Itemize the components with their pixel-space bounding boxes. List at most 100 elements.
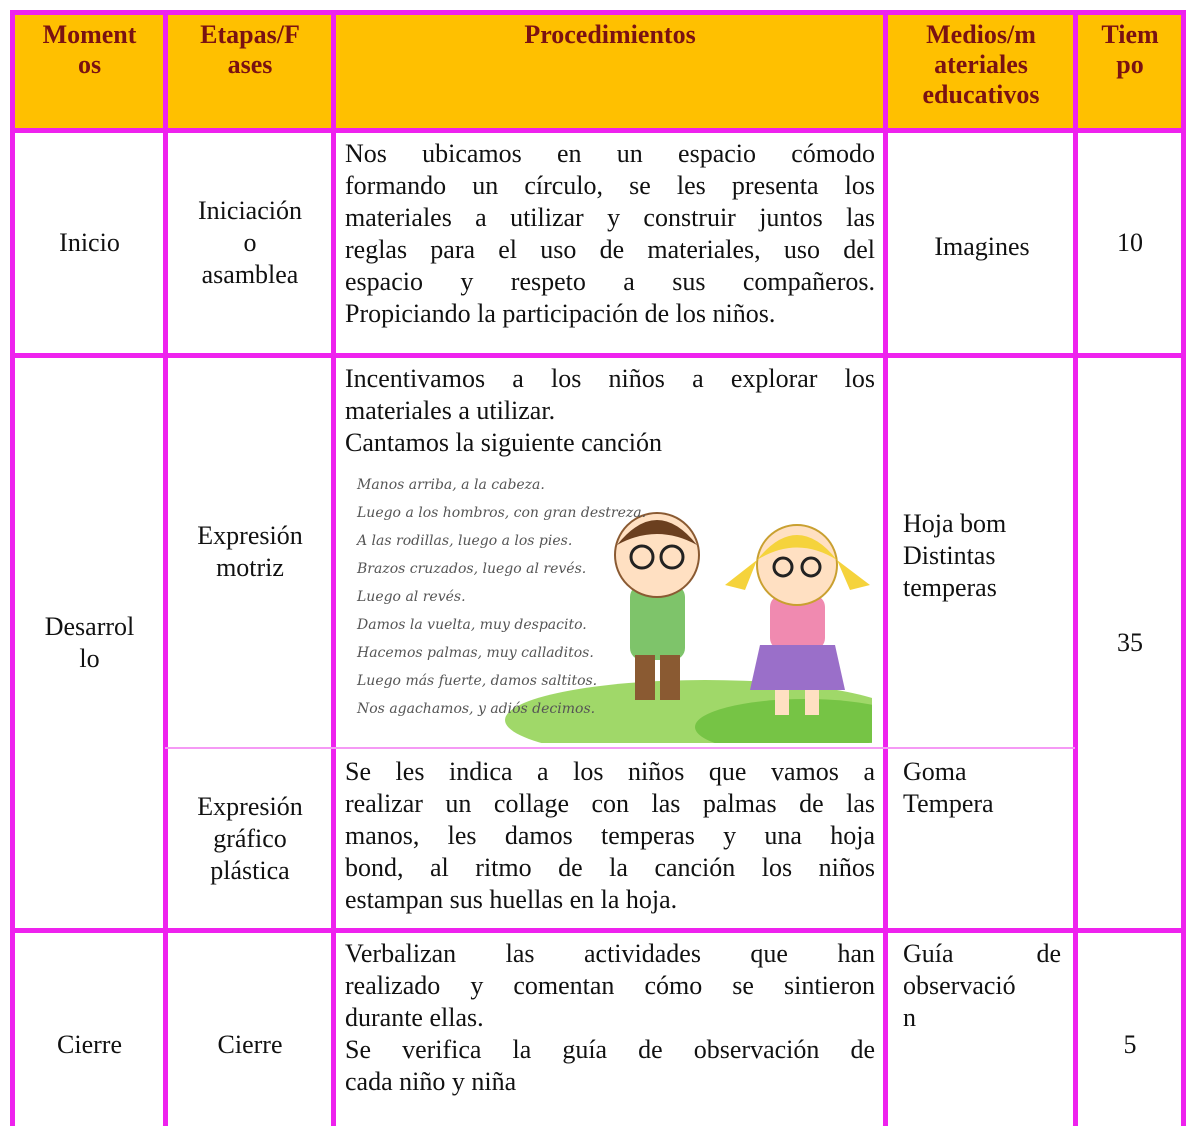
- song-line: A las rodillas, luego a los pies.: [357, 533, 573, 549]
- stage-text: Cierre: [217, 1030, 283, 1059]
- stage-cell: Expresión gráfico plástica: [171, 748, 329, 930]
- stage-cell: Iniciación o asamblea: [171, 130, 329, 355]
- procedure-text: Se les indica a los niños que vamos a: [345, 757, 875, 786]
- header-cell: Moment os: [18, 12, 161, 130]
- time-text: 10: [1117, 227, 1143, 257]
- materials-text: Hoja bom: [903, 508, 1007, 538]
- materials-text: temperas: [903, 572, 997, 602]
- header-text: po: [1116, 50, 1144, 79]
- header-background: [12, 12, 1183, 130]
- procedure-text: realizado y comentan cómo se sintieron: [345, 971, 875, 1000]
- procedure-cell: Incentivamos a los niños a explorar los m…: [339, 355, 881, 748]
- column-border: [883, 10, 888, 1126]
- materials-text: Imagines: [934, 231, 1030, 261]
- illustration-drawing: [505, 512, 881, 748]
- materials-text: Distintas: [903, 540, 996, 570]
- moment-text: Cierre: [57, 1030, 122, 1059]
- stage-text: Expresión: [197, 792, 303, 821]
- procedure-text: Se verifica la guía de observación de: [345, 1035, 875, 1064]
- stage-text: asamblea: [201, 259, 299, 289]
- stage-text: Iniciación: [198, 195, 302, 225]
- procedure-text: Incentivamos a los niños a explorar los: [345, 364, 875, 393]
- song-line: Manos arriba, a la cabeza.: [357, 477, 545, 493]
- procedure-text: estampan sus huellas en la hoja.: [345, 885, 678, 914]
- header-text: os: [77, 50, 102, 79]
- song-line: Luego a los hombros, con gran destreza.: [357, 505, 647, 521]
- song-line: Brazos cruzados, luego al revés.: [357, 561, 587, 577]
- header-cell: Etapas/F ases: [171, 12, 329, 130]
- procedure-text: realizar un collage con las palmas de la…: [345, 789, 875, 818]
- row-border: [10, 928, 1186, 933]
- header-cell: Tiem po: [1081, 12, 1179, 130]
- header-text: ateriales: [934, 50, 1028, 79]
- stage-text: gráfico: [213, 824, 287, 853]
- song-line: Luego más fuerte, damos saltitos.: [357, 673, 598, 689]
- procedure-cell: Verbalizan las actividades que han realiz…: [339, 930, 881, 1126]
- time-text: 5: [1123, 1030, 1137, 1059]
- procedure-text: reglas para el uso de materiales, uso de…: [345, 235, 875, 264]
- procedure-text: formando un círculo, se les presenta los: [345, 171, 875, 200]
- time-cell: 35: [1081, 355, 1179, 930]
- materials-cell: Hoja bom Distintas temperas: [891, 355, 1071, 748]
- moment-text: Desarrol: [44, 611, 135, 641]
- time-cell: 5: [1081, 930, 1179, 1126]
- moment-text: lo: [79, 643, 100, 673]
- header-text: Etapas/F: [200, 20, 300, 49]
- column-border: [10, 10, 15, 1126]
- moment-cell: Cierre: [18, 930, 161, 1126]
- materials-cell: Guía de observació n: [891, 930, 1071, 1126]
- song-line: Luego al revés.: [357, 589, 466, 605]
- header-text: educativos: [922, 80, 1040, 109]
- header-cell: Procedimientos: [339, 12, 881, 130]
- materials-text: observació: [903, 971, 1016, 1000]
- materials-text: Tempera: [903, 789, 994, 818]
- stage-cell: Expresión motriz: [171, 355, 329, 748]
- procedure-text: materiales a utilizar.: [345, 396, 556, 425]
- sub-row-border: [165, 747, 1075, 749]
- song-line: Nos agachamos, y adiós decimos.: [357, 701, 596, 717]
- header-text: Medios/m: [926, 20, 1036, 49]
- materials-cell: Goma Tempera: [891, 748, 1071, 930]
- song-line: Hacemos palmas, muy calladitos.: [357, 645, 594, 661]
- procedure-text: durante ellas.: [345, 1003, 484, 1032]
- stage-text: o: [243, 227, 257, 257]
- procedure-text: cada niño y niña: [345, 1067, 517, 1096]
- time-text: 35: [1117, 627, 1143, 657]
- header-cell: Medios/m ateriales educativos: [891, 12, 1071, 130]
- stage-text: plástica: [210, 856, 290, 885]
- procedure-cell: Se les indica a los niños que vamos a rea…: [339, 748, 881, 930]
- moment-cell: Desarrol lo: [18, 355, 161, 930]
- materials-text: Guía de: [903, 939, 1061, 968]
- time-cell: 10: [1081, 130, 1179, 355]
- procedure-text: materiales a utilizar y construir juntos…: [345, 203, 875, 232]
- procedure-cell: Nos ubicamos en un espacio cómodo formand…: [339, 130, 881, 355]
- procedure-text: espacio y respeto a sus compañeros.: [345, 267, 875, 296]
- header-text: Procedimientos: [524, 20, 696, 49]
- row-border: [10, 128, 1186, 133]
- procedure-text: manos, les damos temperas y una hoja: [345, 821, 875, 850]
- stage-cell: Cierre: [171, 930, 329, 1126]
- stage-text: motriz: [216, 552, 284, 582]
- procedure-text: Nos ubicamos en un espacio cómodo: [345, 139, 875, 168]
- header-text: ases: [227, 50, 273, 79]
- stage-text: Expresión: [197, 520, 303, 550]
- moment-text: Inicio: [59, 227, 120, 257]
- moment-cell: Inicio: [18, 130, 161, 355]
- procedure-text: Cantamos la siguiente canción: [345, 428, 662, 457]
- column-border: [331, 10, 336, 1126]
- materials-cell: Imagines: [891, 130, 1071, 355]
- song-illustration: Manos arriba, a la cabeza. Luego a los ho…: [345, 465, 881, 748]
- procedure-text: Verbalizan las actividades que han: [345, 939, 875, 968]
- materials-text: Goma: [903, 757, 967, 786]
- row-border: [10, 10, 1186, 15]
- row-border: [10, 353, 1186, 358]
- header-text: Moment: [42, 20, 137, 49]
- procedure-text: Propiciando la participación de los niño…: [345, 299, 776, 328]
- header-text: Tiem: [1101, 20, 1159, 49]
- column-border: [1073, 10, 1078, 1126]
- procedure-text: bond, al ritmo de la canción los niños: [345, 853, 875, 882]
- song-line: Damos la vuelta, muy despacito.: [357, 617, 587, 633]
- column-border: [1181, 10, 1186, 1126]
- materials-text: n: [903, 1003, 916, 1032]
